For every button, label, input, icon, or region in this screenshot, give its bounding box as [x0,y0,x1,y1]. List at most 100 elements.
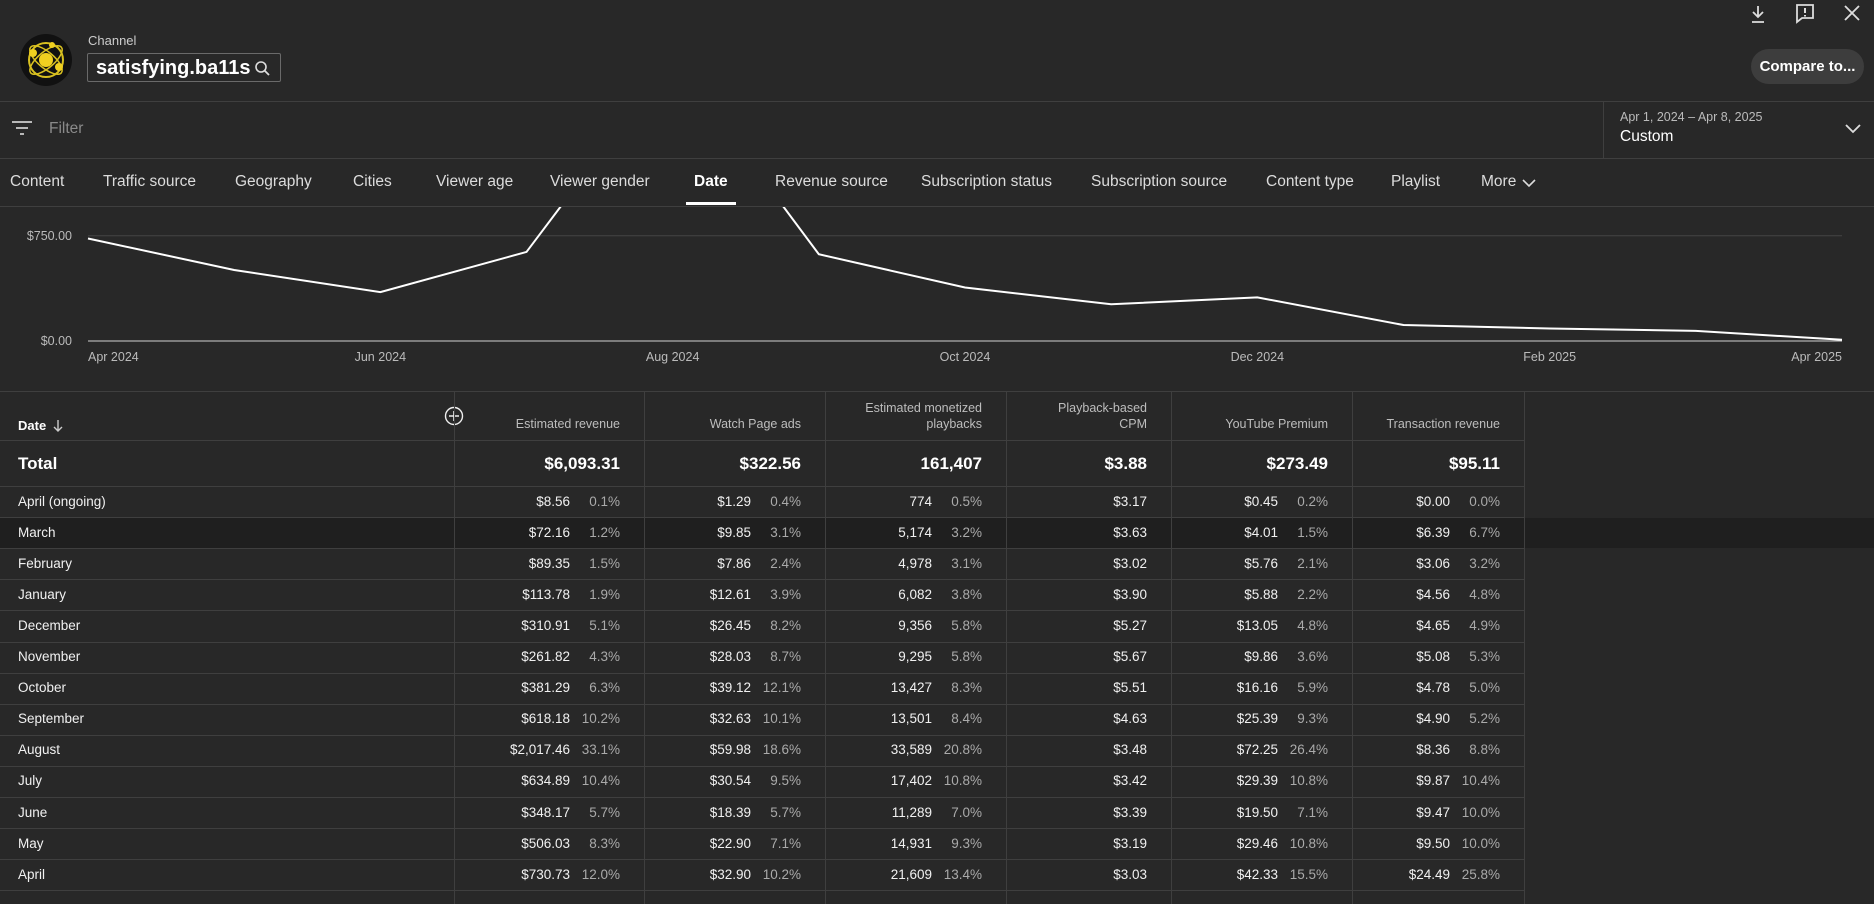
column-header[interactable]: Estimated monetized playbacks [865,401,982,431]
column-header[interactable]: Playback-based CPM [1058,401,1147,431]
cell-percent: 8.3% [589,835,620,851]
cell-value: $634.89 [521,773,570,789]
cell-value: $39.12 [709,680,751,696]
cell-value: $13.05 [1236,617,1278,633]
cell-percent: 2.2% [1297,586,1328,602]
total-value: $95.11 [1448,454,1500,473]
tab[interactable]: Viewer age [436,173,514,190]
date-range: Apr 1, 2024 – Apr 8, 2025 [1620,110,1763,124]
row-date: November [18,649,81,665]
row-date: July [18,773,43,789]
date-header[interactable]: Date [18,418,47,433]
cell-value: $4.65 [1416,617,1450,633]
tab[interactable]: Playlist [1391,173,1441,190]
cell-percent: 10.2% [581,711,620,727]
divider [0,765,1524,767]
cell-value: $310.91 [521,617,570,633]
filter-icon[interactable] [11,119,33,137]
tab[interactable]: More [1481,173,1517,190]
cell-value: $5.27 [1113,617,1147,633]
chevron-icon[interactable] [1843,122,1863,136]
cell-percent: 8.8% [1469,742,1500,758]
tab-underline [686,202,736,205]
total-value: $6,093.31 [544,454,620,473]
cell-value: 17,402 [890,773,932,789]
cell-percent: 5.8% [951,617,982,633]
tab[interactable]: Revenue source [775,173,888,190]
cell-percent: 0.0% [1469,493,1500,509]
cell-value: $19.50 [1236,804,1278,820]
more-chevron[interactable] [1521,177,1537,189]
row-date: February [18,555,73,571]
cell-value: $30.54 [709,773,751,789]
divider [0,641,1524,643]
x-tick-label: Apr 2025 [1791,350,1842,364]
cell-value: 4,978 [898,555,932,571]
cell-value: 6,082 [898,586,932,602]
cell-value: $32.90 [709,866,751,882]
date-preset[interactable]: Custom [1620,128,1674,145]
row-date: December [18,617,81,633]
cell-percent: 1.5% [589,555,620,571]
channel-selector[interactable]: satisfying.ba11s [87,53,281,82]
download-icon[interactable] [1746,2,1770,26]
cell-value: 13,427 [890,680,932,696]
tab[interactable]: Subscription source [1091,173,1228,190]
divider [0,158,1874,159]
compare-button[interactable]: Compare to... [1751,49,1864,84]
tab[interactable]: Viewer gender [550,173,650,190]
x-tick-label: Jun 2024 [355,350,406,364]
cell-percent: 7.1% [1297,804,1328,820]
column-header[interactable]: Transaction revenue [1386,417,1501,431]
cell-percent: 1.9% [589,586,620,602]
cell-value: $3.17 [1113,493,1147,509]
divider [644,391,645,904]
cell-value: $6.39 [1416,524,1450,540]
cell-value: $5.88 [1244,586,1278,602]
tab[interactable]: Geography [235,173,312,190]
column-header[interactable]: YouTube Premium [1225,417,1328,431]
revenue-line [87,207,1843,341]
cell-value: 33,589 [890,742,932,758]
feedback-icon[interactable] [1793,1,1817,25]
tab[interactable]: Subscription status [921,173,1052,190]
cell-value: $24.49 [1408,866,1450,882]
divider [0,703,1524,705]
channel-avatar[interactable] [19,33,73,87]
tab[interactable]: Cities [353,173,392,190]
cell-value: $3.03 [1113,866,1147,882]
cell-value: $1.29 [717,493,751,509]
cell-value: $9.87 [1416,773,1450,789]
cell-value: $3.06 [1416,555,1450,571]
row-date: March [18,524,56,540]
divider [825,391,826,904]
cell-percent: 8.7% [770,649,801,665]
column-header[interactable]: Estimated revenue [515,417,620,431]
cell-value: $72.16 [528,524,570,540]
cell-value: $3.02 [1113,555,1147,571]
y-tick-label: $750.00 [27,229,72,243]
tab[interactable]: Content [10,173,65,190]
total-value: 161,407 [920,454,982,473]
filter-input[interactable]: Filter [49,120,84,137]
cell-value: $9.50 [1416,835,1450,851]
cell-percent: 20.8% [943,742,982,758]
cell-percent: 0.5% [951,493,982,509]
search-icon[interactable] [254,60,271,77]
cell-percent: 5.2% [1469,711,1500,727]
x-tick-label: Feb 2025 [1523,350,1576,364]
cell-value: 21,609 [890,866,932,882]
tab[interactable]: Date [694,173,728,190]
close-icon[interactable] [1840,1,1864,25]
tab[interactable]: Content type [1266,173,1354,190]
cell-value: $18.39 [709,804,751,820]
tab[interactable]: Traffic source [103,173,197,190]
cell-percent: 3.9% [770,586,801,602]
sort-icon[interactable] [52,418,64,434]
column-header[interactable]: Watch Page ads [709,417,801,431]
cell-percent: 4.8% [1297,617,1328,633]
row-date: May [18,835,44,851]
cell-percent: 18.6% [762,742,801,758]
row-date: June [18,804,48,820]
cell-percent: 10.0% [1461,835,1500,851]
